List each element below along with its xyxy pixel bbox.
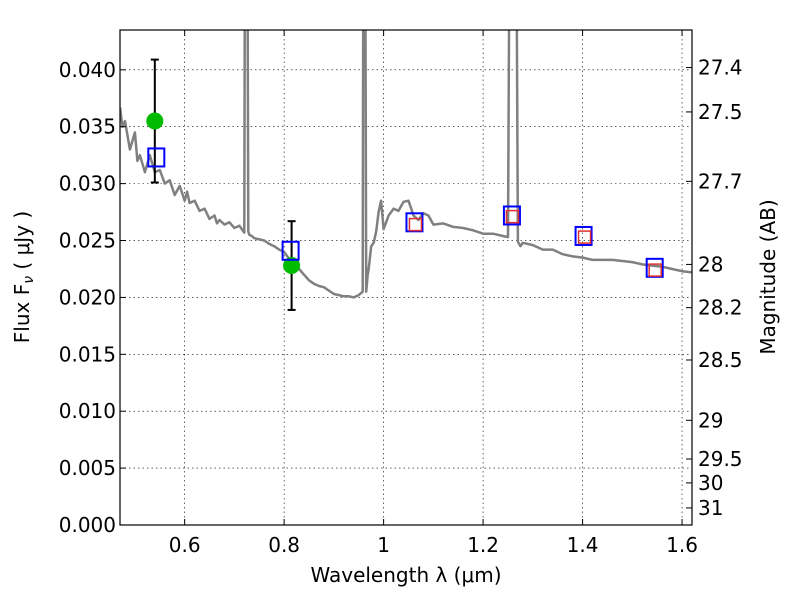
mag-tick-label: 28.2 (698, 296, 743, 320)
mag-tick-label: 27.4 (698, 56, 743, 80)
y-tick-label: 0.010 (59, 399, 116, 423)
mag-tick-label: 27.5 (698, 100, 743, 124)
axis-ticks: 0.6 0.8 1 1.2 1.4 1.6 0.000 0.005 0.010 0.015 0.02… (59, 30, 743, 557)
y2-axis-label: Magnitude (AB) (756, 199, 780, 354)
mag-tick-label: 29.5 (698, 447, 743, 471)
plot-frame (119, 29, 693, 526)
x-tick-label: 1.6 (666, 533, 698, 557)
model-flux-square (574, 225, 593, 246)
mag-tick-label: 30 (698, 471, 723, 495)
photometry-point (146, 112, 164, 130)
mag-tick-label: 31 (698, 496, 723, 520)
mag-tick-label: 29 (698, 408, 723, 432)
x-tick-label: 0.6 (169, 533, 201, 557)
sed-model-line (120, 30, 692, 299)
photometry-point (283, 257, 301, 275)
grid (120, 30, 692, 526)
predicted-flux-square (505, 209, 520, 224)
y-tick-label: 0.005 (59, 456, 116, 480)
predicted-flux-square (408, 217, 423, 232)
x-tick-label: 1.4 (567, 533, 599, 557)
x-axis-label: Wavelength λ (μm) (310, 563, 501, 587)
mag-tick-label: 27.7 (698, 169, 743, 193)
y-tick-label: 0.030 (59, 172, 116, 196)
y-tick-label: 0.020 (59, 285, 116, 309)
model-flux-square (502, 205, 521, 226)
y-tick-label: 0.025 (59, 229, 116, 253)
predicted-flux-square (648, 263, 662, 277)
y-tick-label: 0.035 (59, 115, 116, 139)
predicted-flux-square (577, 230, 592, 244)
mag-tick-label: 28 (698, 252, 723, 276)
y-axis-label: Flux Fν ( μJy ) (10, 211, 37, 343)
mag-tick-label: 28.5 (698, 348, 743, 372)
x-tick-label: 1 (377, 533, 390, 557)
plot-area (120, 30, 692, 311)
y-tick-label: 0.040 (59, 58, 116, 82)
model-flux-square (281, 240, 300, 261)
y-tick-label: 0.015 (59, 342, 116, 366)
x-tick-label: 1.2 (467, 533, 499, 557)
model-flux-square (147, 147, 166, 168)
x-tick-label: 0.8 (268, 533, 300, 557)
y-tick-label: 0.000 (59, 513, 116, 537)
